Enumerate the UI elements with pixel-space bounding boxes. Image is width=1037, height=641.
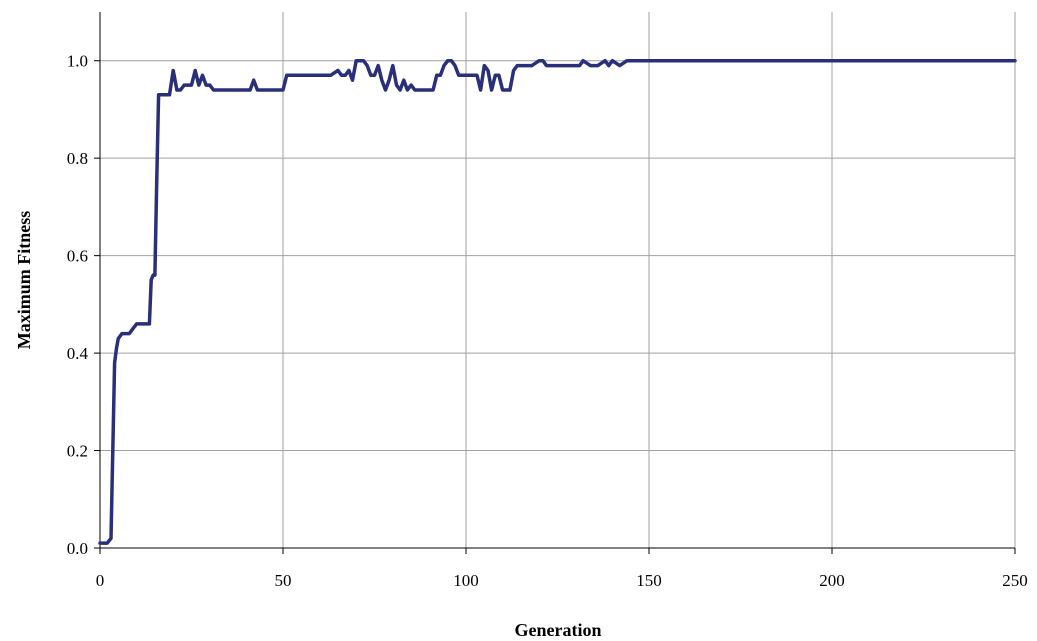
x-tick-label: 150 (636, 571, 662, 590)
y-tick-label: 0.6 (67, 247, 88, 266)
y-tick-label: 0.8 (67, 149, 88, 168)
y-axis-title: Maximum Fitness (14, 211, 34, 350)
y-tick-label: 1.0 (67, 52, 88, 71)
x-tick-label: 100 (453, 571, 479, 590)
x-axis-title: Generation (515, 620, 602, 640)
tick-labels: 0.0 0.2 0.4 0.6 0.8 1.0 0 50 100 150 200 250 (67, 52, 1028, 590)
y-tick-label: 0.0 (67, 539, 88, 558)
axes (94, 12, 1016, 554)
x-tick-label: 200 (819, 571, 845, 590)
series-line (98, 58, 1017, 545)
y-tick-label: 0.4 (67, 344, 89, 363)
y-tick-label: 0.2 (67, 442, 88, 461)
x-tick-label: 250 (1002, 571, 1028, 590)
x-tick-label: 50 (275, 571, 292, 590)
grid-lines (100, 12, 1016, 548)
plot-area (98, 58, 1017, 545)
x-tick-label: 0 (96, 571, 105, 590)
